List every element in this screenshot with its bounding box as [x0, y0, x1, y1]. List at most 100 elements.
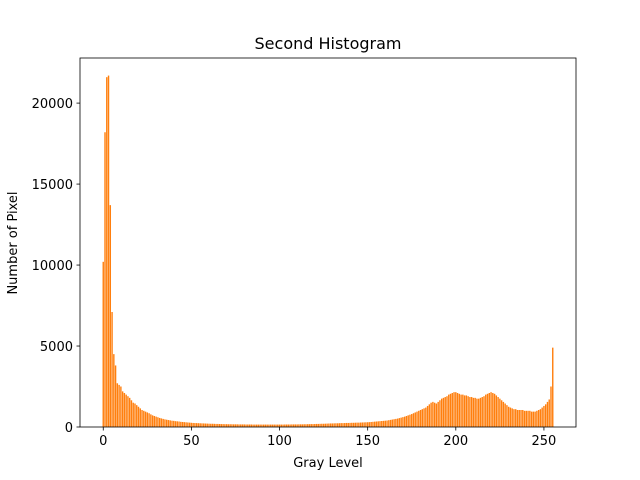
- bar: [548, 399, 550, 427]
- bar: [120, 386, 122, 427]
- bar: [439, 400, 441, 427]
- x-tick-label: 0: [99, 434, 107, 449]
- bar: [363, 422, 365, 427]
- bar: [162, 418, 164, 427]
- bar: [254, 424, 256, 427]
- bar: [257, 424, 260, 427]
- bar: [139, 408, 141, 427]
- bar: [275, 424, 277, 427]
- y-axis-label: Number of Pixel: [6, 191, 21, 294]
- bar: [324, 423, 327, 427]
- bar: [180, 421, 182, 427]
- bar: [213, 423, 216, 427]
- bar: [481, 397, 483, 427]
- x-tick-label: 200: [443, 434, 468, 449]
- bar: [317, 423, 320, 427]
- bar: [446, 396, 448, 427]
- bar: [509, 407, 512, 427]
- bar: [516, 409, 519, 427]
- bar: [469, 397, 471, 427]
- bar: [203, 423, 205, 427]
- bar: [102, 261, 104, 427]
- bar: [349, 422, 351, 427]
- bar: [173, 420, 175, 427]
- bar: [534, 411, 536, 427]
- y-tick-label: 15000: [32, 178, 73, 193]
- bar: [284, 424, 286, 427]
- bar: [116, 383, 119, 427]
- bar: [507, 406, 510, 427]
- bar: [393, 419, 395, 427]
- bar: [499, 398, 501, 427]
- bar: [106, 77, 108, 427]
- bar: [127, 396, 129, 427]
- bar: [370, 421, 372, 427]
- bar: [338, 423, 341, 427]
- bar: [282, 424, 284, 427]
- bar: [444, 397, 446, 427]
- bar: [174, 421, 177, 427]
- bar: [130, 400, 133, 427]
- bar: [247, 424, 249, 427]
- x-axis-label: Gray Level: [293, 456, 363, 471]
- bar: [236, 424, 238, 427]
- bar: [398, 418, 401, 427]
- bar: [195, 423, 198, 427]
- bar: [418, 410, 420, 427]
- bar: [460, 394, 462, 427]
- bar: [171, 420, 173, 427]
- bar: [354, 422, 357, 427]
- bar: [255, 424, 258, 427]
- bar: [210, 423, 212, 427]
- bar: [335, 423, 337, 427]
- bar: [356, 422, 358, 427]
- bar: [136, 405, 138, 427]
- bar: [137, 406, 140, 427]
- bar: [151, 415, 154, 427]
- bar: [520, 409, 522, 427]
- bar: [321, 423, 323, 427]
- bar: [522, 409, 524, 427]
- bar: [224, 424, 226, 427]
- bar: [425, 407, 427, 427]
- bar: [518, 409, 520, 427]
- x-tick-label: 50: [183, 434, 200, 449]
- bar: [442, 397, 445, 427]
- bar: [234, 424, 237, 427]
- bar: [465, 395, 468, 427]
- bar: [278, 424, 281, 427]
- bar: [160, 418, 163, 427]
- bar: [414, 412, 416, 427]
- bar: [423, 408, 425, 427]
- bar: [308, 424, 311, 427]
- bar: [238, 424, 240, 427]
- bar: [176, 421, 178, 427]
- bar: [266, 424, 268, 427]
- bar: [259, 424, 261, 427]
- bar: [416, 411, 418, 427]
- y-tick-label: 5000: [40, 340, 73, 355]
- bar: [299, 424, 302, 427]
- bar: [248, 424, 251, 427]
- bar: [344, 423, 346, 427]
- bar: [539, 409, 542, 427]
- bar: [118, 384, 120, 427]
- bar: [402, 417, 404, 427]
- bar: [384, 420, 386, 427]
- bar: [361, 422, 364, 427]
- bar: [381, 421, 383, 427]
- bar: [359, 422, 362, 427]
- bar: [155, 416, 157, 427]
- bar: [527, 410, 529, 427]
- bar: [153, 415, 156, 427]
- bar: [328, 423, 330, 427]
- bar: [227, 424, 230, 427]
- bar: [148, 413, 150, 427]
- bar: [437, 401, 439, 427]
- bar: [178, 421, 180, 427]
- bar: [201, 423, 203, 427]
- bar: [277, 424, 279, 427]
- bar: [485, 394, 487, 427]
- bar: [208, 423, 210, 427]
- bar: [307, 424, 309, 427]
